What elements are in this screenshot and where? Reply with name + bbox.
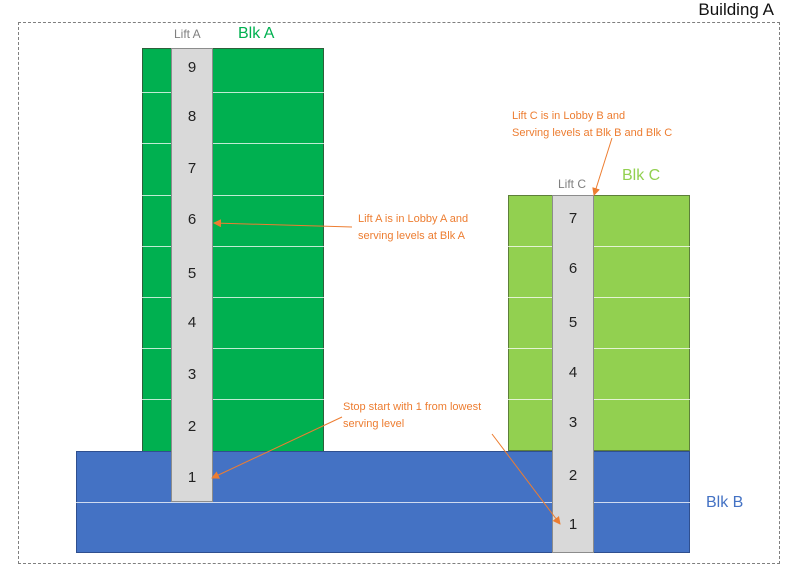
building-title: Building A <box>698 0 774 19</box>
lift-a-annotation-line: serving levels at Blk A <box>358 230 465 242</box>
lift-c-floor-1: 1 <box>568 516 578 533</box>
lift-c-label: Lift C <box>558 177 587 191</box>
lift-c-annotation: Lift C is in Lobby B and Serving levels … <box>512 108 672 142</box>
floor-line <box>508 399 690 400</box>
block-a-label: Blk A <box>238 25 275 42</box>
floor-line <box>142 92 324 93</box>
stop-arrow-left <box>211 416 343 479</box>
lift-a-annotation: Lift A is in Lobby A and serving levels … <box>358 211 468 245</box>
block-c-label: Blk C <box>622 167 661 184</box>
floor-line <box>142 297 324 298</box>
floor-line <box>142 195 324 196</box>
floor-line <box>142 399 324 400</box>
lift-c-floor-5: 5 <box>568 314 578 331</box>
floor-line <box>142 246 324 247</box>
stop-annotation-line: serving level <box>343 418 405 430</box>
stop-annotation: Stop start with 1 from lowest serving le… <box>343 399 481 433</box>
stop-arrow-right <box>491 433 561 525</box>
floor-line <box>508 246 690 247</box>
lift-a-floor-5: 5 <box>187 265 197 282</box>
lift-c-annotation-line: Serving levels at Blk B and Blk C <box>512 127 673 139</box>
floor-line <box>508 297 690 298</box>
lift-a-label: Lift A <box>174 27 201 41</box>
lift-c-annotation-line: Lift C is in Lobby B and <box>512 110 626 122</box>
floor-line <box>142 348 324 349</box>
lift-a-floor-3: 3 <box>187 366 197 383</box>
block-b-label: Blk B <box>706 494 744 511</box>
lift-a-arrow <box>213 219 353 228</box>
lift-a-shaft <box>171 48 213 502</box>
lift-c-arrow <box>592 137 613 196</box>
lift-c-shaft <box>552 195 594 553</box>
floor-line <box>142 143 324 144</box>
lift-c-floor-2: 2 <box>568 467 578 484</box>
floor-line <box>508 348 690 349</box>
stop-annotation-line: Stop start with 1 from lowest <box>343 401 482 413</box>
block-c <box>508 195 690 451</box>
lift-c-floor-6: 6 <box>568 260 578 277</box>
lift-a-floor-4: 4 <box>187 314 197 331</box>
lift-a-floor-9: 9 <box>187 59 197 76</box>
lift-c-floor-4: 4 <box>568 364 578 381</box>
lift-c-floor-7: 7 <box>568 210 578 227</box>
lift-c-floor-3: 3 <box>568 414 578 431</box>
lift-a-floor-6: 6 <box>187 211 197 228</box>
building-frame <box>18 22 780 564</box>
lift-a-floor-7: 7 <box>187 160 197 177</box>
floor-line <box>76 502 690 503</box>
lift-a-annotation-line: Lift A is in Lobby A and <box>358 213 469 225</box>
lift-a-floor-1: 1 <box>187 469 197 486</box>
lift-a-floor-8: 8 <box>187 108 197 125</box>
lift-a-floor-2: 2 <box>187 418 197 435</box>
